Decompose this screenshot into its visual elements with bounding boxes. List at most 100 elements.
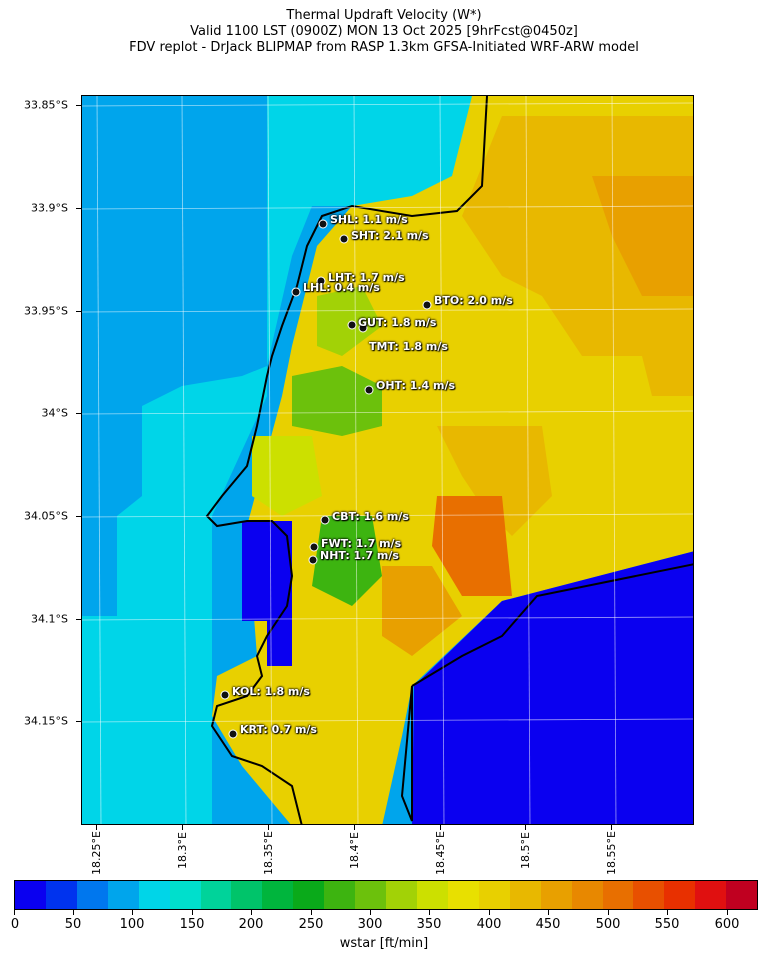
colorbar-tick — [132, 910, 133, 915]
hill-cells — [437, 426, 552, 536]
colorbar-tick — [548, 910, 549, 915]
lat-label: 33.95°S — [24, 304, 68, 318]
colorbar-swatch — [169, 881, 201, 909]
gridline — [181, 96, 187, 824]
colorbar-tick — [192, 910, 193, 915]
station-label: GUT: 1.8 m/s — [358, 316, 437, 329]
lon-label: 18.3°E — [176, 832, 189, 869]
station-label: SHL: 1.1 m/s — [330, 213, 408, 226]
colorbar-swatch — [262, 881, 294, 909]
colorbar-swatch — [15, 881, 46, 909]
colorbar-tick-label: 200 — [238, 917, 264, 932]
coastline — [400, 685, 413, 822]
lat-tick — [76, 208, 81, 209]
colorbar-tick — [489, 910, 490, 915]
colorbar-swatch — [664, 881, 696, 909]
lat-label: 33.85°S — [24, 98, 68, 112]
coastline — [411, 563, 693, 687]
colorbar-title: wstar [ft/min] — [339, 936, 429, 951]
colorbar-swatch — [602, 881, 634, 909]
colorbar-tick-label: 100 — [119, 917, 145, 932]
colorbar-swatch — [138, 881, 170, 909]
station-label: OHT: 1.4 m/s — [376, 379, 456, 392]
station-label: KOL: 1.8 m/s — [232, 685, 310, 698]
green-cells — [252, 436, 322, 516]
lat-tick — [76, 413, 81, 414]
station-label: TMT: 1.8 m/s — [369, 340, 448, 353]
colorbar-tick-label: 600 — [714, 917, 740, 932]
lon-label: 18.5°E — [519, 832, 532, 869]
station-label: CBT: 1.6 m/s — [332, 510, 409, 523]
station-marker — [422, 300, 432, 310]
lon-tick — [525, 825, 526, 830]
lat-tick — [76, 619, 81, 620]
colorbar-tick — [727, 910, 728, 915]
station-label: LHL: 0.4 m/s — [303, 281, 380, 294]
station-label: LHT: 1.7 m/s — [328, 271, 405, 284]
colorbar-swatch — [324, 881, 356, 909]
lat-tick — [76, 105, 81, 106]
colorbar-tick-label: 550 — [654, 917, 680, 932]
colorbar-swatch — [293, 881, 325, 909]
station-marker — [228, 729, 238, 739]
colorbar-swatch — [355, 881, 387, 909]
colorbar-tick-label: 500 — [595, 917, 621, 932]
colorbar-tick-label: 250 — [298, 917, 324, 932]
colorbar-swatch — [386, 881, 417, 909]
lat-label: 34°S — [41, 406, 68, 420]
colorbar-tick — [608, 910, 609, 915]
colorbar-tick-label: 0 — [10, 917, 20, 932]
coastline — [205, 96, 488, 824]
green-cells — [292, 366, 382, 436]
colorbar-tick-label: 400 — [476, 917, 502, 932]
gridline — [82, 718, 693, 723]
title-line-1: Thermal Updraft Velocity (W*) — [286, 8, 482, 23]
station-marker — [291, 287, 301, 297]
colorbar-swatch — [571, 881, 603, 909]
lon-label: 18.55°E — [605, 831, 618, 875]
lat-label: 34.05°S — [24, 509, 68, 523]
station-label: NHT: 1.7 m/s — [320, 549, 399, 562]
colorbar-swatch — [447, 881, 479, 909]
colorbar-swatch — [76, 881, 108, 909]
station-marker — [318, 219, 328, 229]
colorbar-tick — [73, 910, 74, 915]
lat-label: 33.9°S — [31, 201, 68, 215]
title-line-2: Valid 1100 LST (0900Z) MON 13 Oct 2025 [… — [190, 24, 578, 39]
colorbar-tick — [14, 910, 15, 915]
station-label: BTO: 2.0 m/s — [434, 294, 513, 307]
title-line-3: FDV replot - DrJack BLIPMAP from RASP 1.… — [129, 40, 639, 55]
lat-tick — [76, 516, 81, 517]
colorbar-swatch — [540, 881, 572, 909]
gridline — [267, 96, 273, 824]
gridline — [82, 308, 693, 313]
colorbar-tick — [370, 910, 371, 915]
green-cells — [312, 516, 382, 606]
station-label: SHT: 2.1 m/s — [351, 229, 429, 242]
hill-cells — [432, 496, 512, 596]
gridline — [525, 96, 531, 824]
lon-label: 18.35°E — [262, 831, 275, 875]
lon-tick — [182, 825, 183, 830]
gridline — [82, 410, 693, 415]
colorbar-swatch — [231, 881, 263, 909]
lon-tick — [440, 825, 441, 830]
station-marker — [358, 323, 368, 333]
station-marker — [364, 385, 374, 395]
colorbar-swatch — [200, 881, 232, 909]
colorbar-swatch — [45, 881, 77, 909]
nearshore-cells — [82, 96, 487, 824]
colorbar-tick-label: 450 — [535, 917, 561, 932]
station-marker — [339, 234, 349, 244]
colorbar-swatch — [726, 881, 758, 909]
station-marker — [309, 542, 319, 552]
station-label: FWT: 1.7 m/s — [321, 537, 402, 550]
hill-cells — [382, 566, 462, 656]
colorbar-tick-label: 50 — [64, 917, 82, 932]
bay-cells — [242, 521, 292, 621]
gridline — [82, 205, 693, 210]
lat-tick — [76, 721, 81, 722]
colorbar-tick-label: 150 — [179, 917, 205, 932]
lon-tick — [268, 825, 269, 830]
colorbar-swatch — [416, 881, 448, 909]
